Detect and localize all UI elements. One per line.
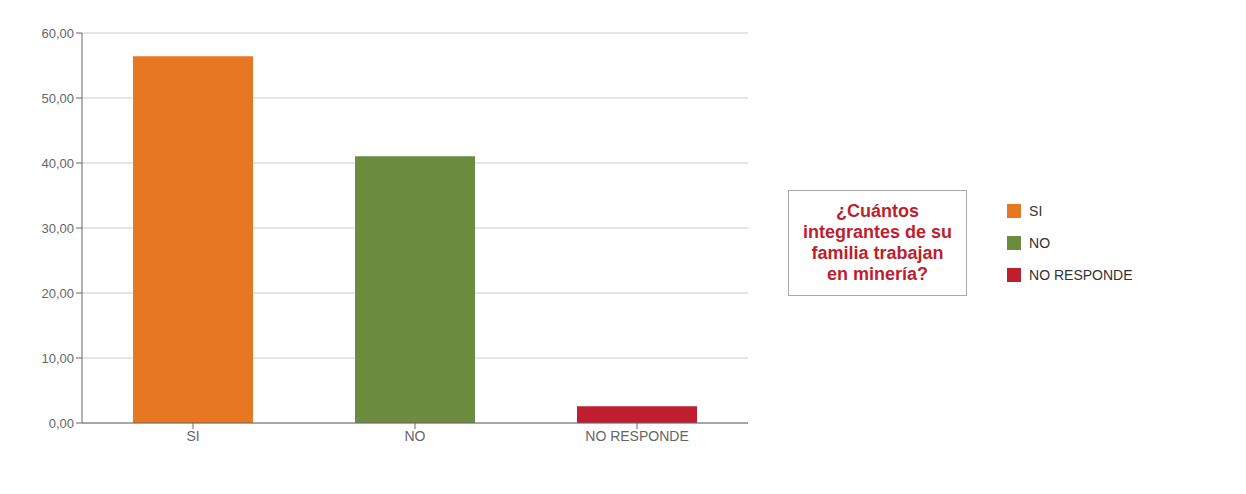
- html-text:SI: SI: [1029, 203, 1043, 219]
- svg-text:SI: SI: [186, 428, 199, 444]
- svg-text:50,00: 50,00: [41, 91, 74, 106]
- svg-text:40,00: 40,00: [41, 156, 74, 171]
- svg-text:30,00: 30,00: [41, 221, 74, 236]
- svg-text:NO RESPONDE: NO RESPONDE: [585, 428, 688, 444]
- svg-text:0,00: 0,00: [49, 416, 74, 431]
- svg-text:60,00: 60,00: [41, 26, 74, 41]
- svg-text:10,00: 10,00: [41, 351, 74, 366]
- html-text:NO RESPONDE: NO RESPONDE: [1029, 267, 1133, 283]
- svg-text:20,00: 20,00: [41, 286, 74, 301]
- html-text:NO: NO: [1029, 235, 1050, 251]
- svg-text:NO: NO: [405, 428, 426, 444]
- html-text:¿Cuántos integrantes de su fam: ¿Cuántos integrantes de su familia traba…: [803, 201, 952, 284]
